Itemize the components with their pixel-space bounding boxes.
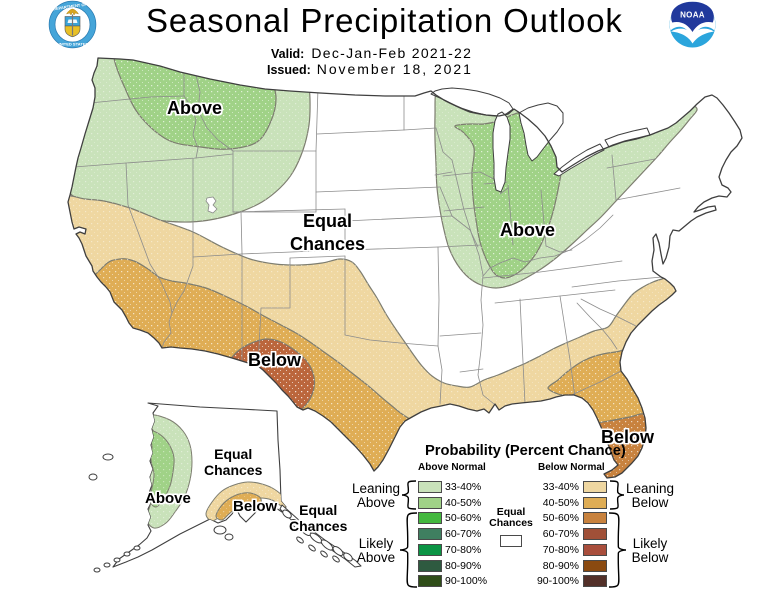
svg-text:NOAA: NOAA (680, 11, 705, 20)
svg-text:UNITED STATES: UNITED STATES (57, 41, 89, 46)
svg-text:DEPARTMENT OF: DEPARTMENT OF (53, 2, 88, 12)
